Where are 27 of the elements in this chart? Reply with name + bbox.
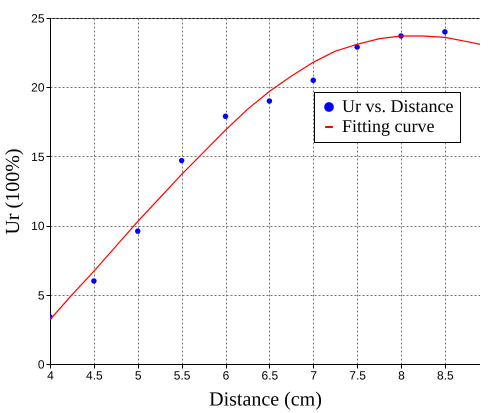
- y-tick-label: 10: [31, 219, 45, 234]
- y-tick-label: 20: [31, 80, 45, 95]
- x-tick-label: 6.5: [262, 368, 279, 382]
- x-tick-label: 4: [47, 368, 54, 382]
- point: [91, 278, 97, 284]
- x-tick-label: 4.5: [86, 368, 104, 382]
- point: [178, 158, 184, 164]
- x-tick-label: 8.5: [437, 368, 454, 382]
- point: [442, 29, 448, 35]
- legend-label: Ur vs. Distance: [342, 96, 454, 116]
- point: [222, 114, 228, 119]
- point: [310, 78, 316, 84]
- y-tick-label: 15: [31, 150, 45, 164]
- y-tick-label: 0: [38, 358, 45, 372]
- x-tick-label: 7.5: [349, 368, 366, 382]
- y-tick-label: 5: [38, 288, 45, 302]
- y-axis-title: Ur (100%): [2, 148, 24, 235]
- legend-label: Fitting curve: [342, 116, 434, 136]
- y-tick-label: 25: [31, 12, 45, 26]
- x-tick-label: 6: [222, 368, 230, 382]
- x-tick-label: 7: [310, 368, 318, 382]
- x-axis-title: Distance (cm): [209, 388, 322, 410]
- x-tick-label: 5.5: [174, 368, 191, 382]
- x-tick-label: 5: [134, 368, 142, 382]
- point: [135, 228, 140, 234]
- x-tick-label: 8: [398, 368, 406, 382]
- point: [266, 98, 272, 104]
